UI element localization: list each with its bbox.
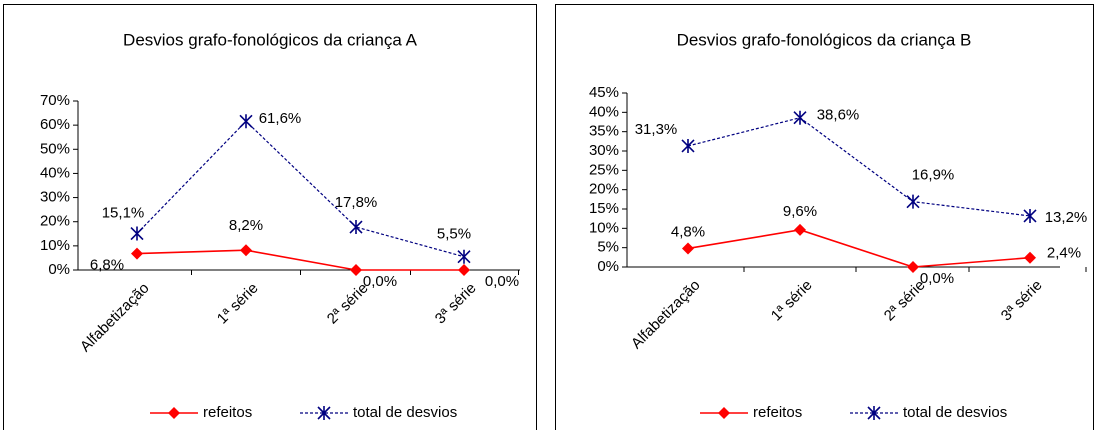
marker — [682, 242, 694, 255]
marker — [718, 407, 730, 419]
marker — [457, 249, 471, 264]
marker — [681, 138, 695, 153]
chart-frame — [555, 4, 1094, 430]
marker — [239, 114, 253, 129]
marker — [1024, 251, 1036, 264]
data-label: 5,5% — [437, 226, 471, 243]
y-tick-label: 10% — [589, 219, 619, 236]
y-tick-label: 30% — [589, 142, 619, 159]
marker — [130, 226, 144, 241]
chart-title: Desvios grafo-fonológicos da criança A — [123, 30, 418, 49]
marker — [867, 406, 881, 420]
data-label: 9,6% — [783, 203, 817, 220]
y-tick-label: 45% — [589, 84, 619, 101]
data-label: 15,1% — [102, 205, 145, 222]
y-tick-label: 15% — [589, 200, 619, 217]
y-tick-label: 0% — [48, 261, 70, 278]
data-label: 6,8% — [90, 257, 124, 274]
marker — [317, 406, 331, 420]
y-tick-label: 10% — [40, 237, 70, 254]
marker — [350, 264, 362, 276]
legend-label: refeitos — [753, 404, 802, 421]
data-label: 4,8% — [671, 223, 705, 240]
legend-label: refeitos — [203, 404, 252, 421]
y-tick-label: 50% — [40, 140, 70, 157]
legend-label: total de desvios — [353, 404, 457, 421]
y-tick-label: 5% — [597, 239, 619, 256]
y-tick-label: 20% — [589, 181, 619, 198]
data-label: 13,2% — [1045, 209, 1088, 226]
data-label: 16,9% — [912, 167, 955, 184]
marker — [131, 247, 143, 260]
data-label: 61,6% — [259, 110, 302, 127]
marker — [1023, 208, 1037, 223]
marker — [458, 264, 470, 276]
chart-frame — [3, 4, 537, 430]
y-tick-label: 40% — [40, 164, 70, 181]
marker — [168, 407, 180, 419]
y-tick-label: 35% — [589, 123, 619, 140]
y-tick-label: 20% — [40, 213, 70, 230]
y-tick-label: 30% — [40, 189, 70, 206]
data-label: 0,0% — [920, 270, 954, 287]
marker — [794, 223, 806, 236]
marker — [349, 220, 363, 235]
data-label: 0,0% — [485, 273, 519, 290]
data-label: 8,2% — [229, 217, 263, 234]
y-tick-label: 0% — [597, 258, 619, 275]
y-tick-label: 60% — [40, 116, 70, 133]
data-label: 38,6% — [817, 107, 860, 124]
series-line — [136, 249, 464, 271]
marker — [907, 261, 919, 273]
data-label: 17,8% — [335, 194, 378, 211]
series-line — [136, 120, 465, 258]
data-label: 2,4% — [1047, 245, 1081, 262]
marker — [793, 110, 807, 125]
y-tick-label: 40% — [589, 103, 619, 120]
data-label: 31,3% — [635, 121, 678, 138]
data-label: 0,0% — [363, 273, 397, 290]
marker — [240, 244, 252, 257]
y-tick-label: 25% — [589, 161, 619, 178]
legend-label: total de desvios — [903, 404, 1007, 421]
series-line — [687, 229, 1031, 268]
chart-title: Desvios grafo-fonológicos da criança B — [677, 30, 972, 49]
marker — [906, 194, 920, 209]
series-line — [687, 117, 1031, 217]
y-tick-label: 70% — [40, 92, 70, 109]
